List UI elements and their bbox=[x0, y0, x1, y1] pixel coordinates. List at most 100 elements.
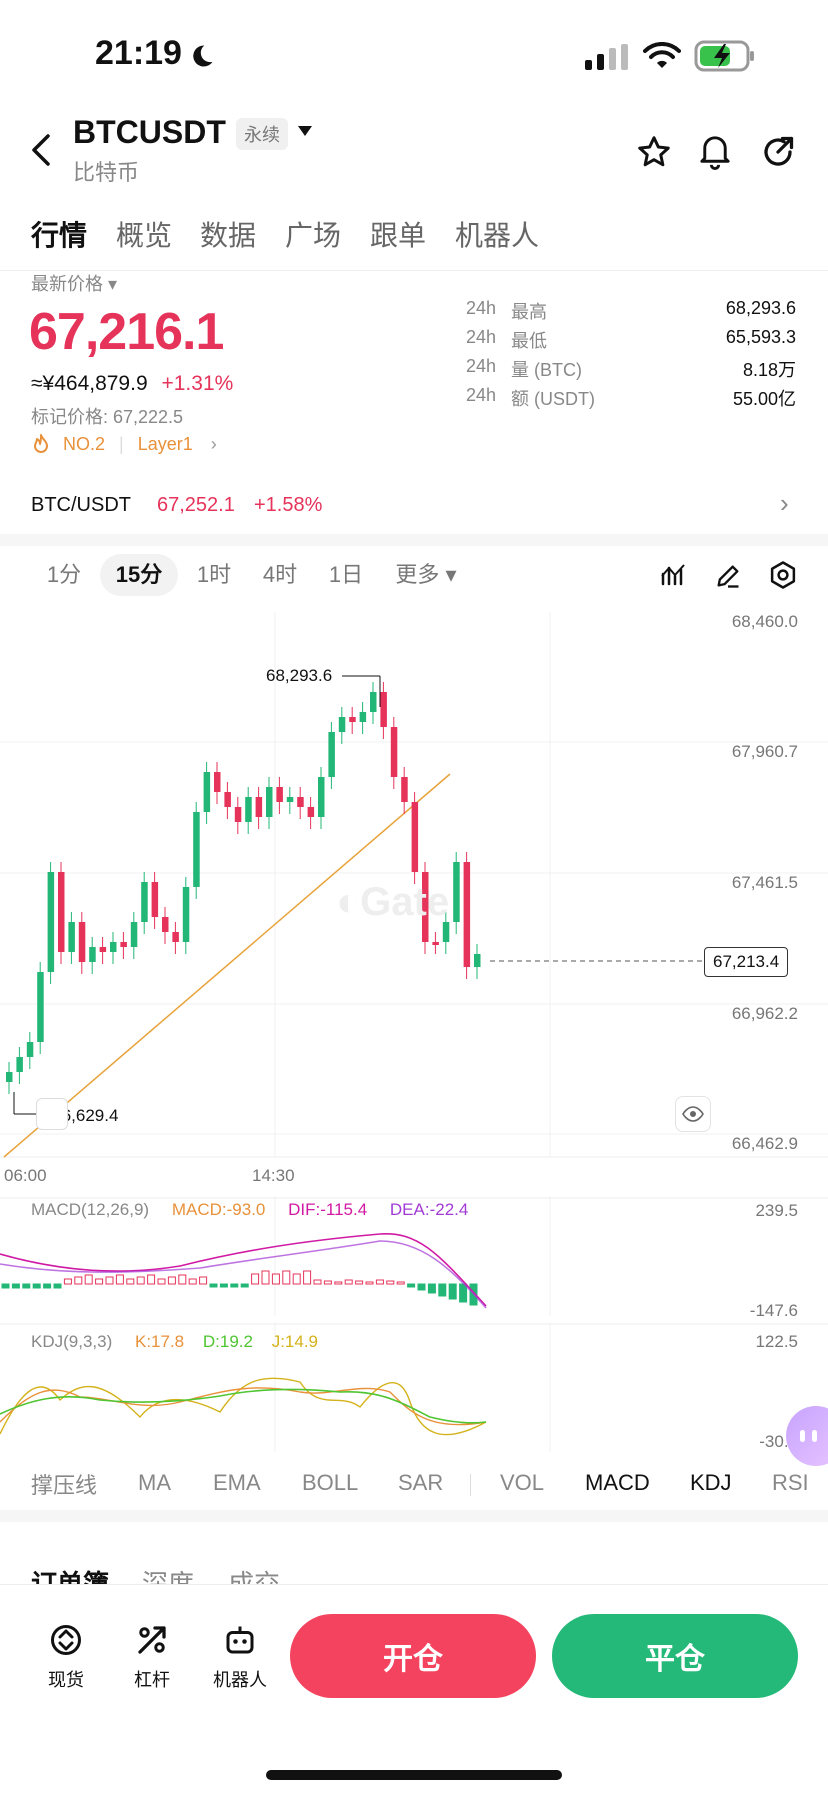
open-position-button[interactable]: 开仓 bbox=[290, 1614, 536, 1698]
cellular-signal-icon bbox=[585, 44, 631, 75]
tab-copy-trade[interactable]: 跟单 bbox=[370, 220, 427, 251]
tab-trades[interactable]: 成交 bbox=[228, 1569, 281, 1584]
indicator-toggle-icon[interactable] bbox=[660, 562, 688, 593]
tab-bot[interactable]: 机器人 bbox=[455, 220, 540, 251]
tab-depth[interactable]: 深度 bbox=[142, 1569, 195, 1584]
rank-tag-row[interactable]: NO.2 | Layer1 › bbox=[31, 433, 217, 455]
indicator-vol[interactable]: VOL bbox=[500, 1470, 545, 1495]
flame-icon bbox=[34, 434, 48, 453]
stat-label: 量 (BTC) bbox=[511, 360, 582, 380]
candle-body bbox=[432, 942, 439, 945]
candle-body bbox=[338, 717, 346, 732]
chart-scroll-handle-icon[interactable] bbox=[36, 1098, 68, 1130]
symbol-title[interactable]: BTCUSDT bbox=[73, 114, 226, 150]
timeframe-15m[interactable]: 15分 bbox=[100, 554, 178, 596]
tab-data[interactable]: 数据 bbox=[200, 220, 257, 251]
share-icon[interactable] bbox=[760, 134, 796, 175]
macd-bar bbox=[105, 1276, 114, 1285]
macd-bar bbox=[251, 1273, 260, 1285]
macd-bar bbox=[43, 1283, 52, 1289]
timeframe-4h[interactable]: 4时 bbox=[262, 562, 298, 587]
spot-row[interactable]: BTC/USDT 67,252.1 +1.58% › bbox=[0, 478, 828, 534]
candle-body bbox=[359, 712, 367, 722]
visibility-eye-icon[interactable] bbox=[675, 1096, 711, 1132]
indicator-boll[interactable]: BOLL bbox=[302, 1470, 359, 1495]
tab-orderbook[interactable]: 订单簿 bbox=[31, 1569, 110, 1584]
macd-value: MACD:-93.0 bbox=[171, 1200, 266, 1219]
cny-price-row: ≈¥464,879.9 +1.31% bbox=[31, 372, 233, 396]
candle-body bbox=[162, 917, 169, 932]
y-tick-4: 66,462.9 bbox=[731, 1134, 798, 1153]
timeframe-1m[interactable]: 1分 bbox=[46, 562, 82, 587]
indicator-sar[interactable]: SAR bbox=[398, 1470, 444, 1495]
indicator-ema[interactable]: EMA bbox=[213, 1470, 261, 1495]
contract-type-badge: 永续 bbox=[236, 118, 288, 150]
macd-bar bbox=[53, 1283, 62, 1289]
candle-body bbox=[193, 812, 200, 887]
candle-body bbox=[47, 872, 55, 972]
candle-body bbox=[307, 807, 315, 817]
timeframe-1d[interactable]: 1日 bbox=[328, 562, 364, 587]
y-tick-3: 66,962.2 bbox=[731, 1004, 798, 1023]
timeframe-1h[interactable]: 1时 bbox=[196, 562, 232, 587]
back-icon[interactable] bbox=[28, 132, 56, 168]
indicator-ma[interactable]: MA bbox=[138, 1470, 171, 1495]
stat-label: 最高 bbox=[511, 302, 547, 322]
spot-chevron-icon: › bbox=[780, 488, 789, 518]
alert-bell-icon[interactable] bbox=[697, 132, 733, 175]
indicator-rsi[interactable]: RSI bbox=[772, 1470, 809, 1495]
macd-bar bbox=[95, 1278, 104, 1285]
battery-charging-icon bbox=[694, 40, 756, 77]
candle-body bbox=[380, 692, 387, 727]
stat-label: 额 (USDT) bbox=[511, 389, 595, 409]
macd-bar bbox=[427, 1283, 436, 1294]
macd-bar bbox=[209, 1283, 218, 1288]
symbol-subtitle: 比特币 bbox=[73, 160, 140, 185]
tab-square[interactable]: 广场 bbox=[285, 220, 342, 251]
macd-legend: MACD(12,26,9) MACD:-93.0 DIF:-115.4 DEA:… bbox=[31, 1200, 468, 1220]
y-tick-0: 68,460.0 bbox=[731, 612, 798, 631]
spot-nav-item[interactable]: 现货 bbox=[34, 1620, 98, 1700]
chart-settings-icon[interactable] bbox=[768, 560, 798, 595]
margin-nav-item[interactable]: 杠杆 bbox=[120, 1620, 184, 1700]
candlestick-chart[interactable] bbox=[0, 612, 828, 1172]
macd-bar bbox=[323, 1280, 332, 1285]
mark-price: 标记价格: 67,222.5 bbox=[31, 407, 184, 427]
macd-bar bbox=[199, 1276, 208, 1285]
tag-chevron-icon: › bbox=[210, 433, 217, 454]
tabs-divider bbox=[0, 270, 828, 271]
candle-body bbox=[130, 922, 138, 947]
indicator-macd[interactable]: MACD bbox=[585, 1470, 650, 1495]
candle-body bbox=[151, 882, 159, 917]
macd-bar bbox=[167, 1276, 176, 1285]
candle-body bbox=[370, 692, 377, 712]
macd-bar bbox=[344, 1279, 353, 1285]
candle-body bbox=[422, 872, 429, 942]
favorite-star-icon[interactable] bbox=[636, 134, 672, 175]
candle-body bbox=[266, 787, 273, 817]
tab-overview[interactable]: 概览 bbox=[116, 220, 173, 251]
symbol-dropdown-icon[interactable] bbox=[296, 124, 314, 143]
candle-body bbox=[453, 862, 460, 922]
candle-body bbox=[297, 797, 304, 807]
indicator-kdj[interactable]: KDJ bbox=[690, 1470, 732, 1495]
stat-value: 55.00亿 bbox=[732, 389, 796, 409]
margin-nav-label: 杠杆 bbox=[134, 1670, 170, 1690]
candle-body bbox=[328, 732, 335, 777]
indicator-support-resistance[interactable]: 撑压线 bbox=[31, 1473, 98, 1498]
macd-bar bbox=[84, 1274, 93, 1285]
home-indicator bbox=[266, 1770, 562, 1780]
close-position-button[interactable]: 平仓 bbox=[552, 1614, 798, 1698]
bot-nav-item[interactable]: 机器人 bbox=[204, 1620, 276, 1700]
cny-price: ≈¥464,879.9 bbox=[31, 372, 148, 395]
stat-prefix: 24h bbox=[466, 327, 497, 347]
timeframe-more[interactable]: 更多 ▾ bbox=[395, 562, 457, 587]
last-price-label[interactable]: 最新价格 ▾ bbox=[31, 274, 118, 294]
bot-nav-label: 机器人 bbox=[213, 1670, 267, 1690]
tab-market[interactable]: 行情 bbox=[31, 220, 88, 251]
candle-body bbox=[6, 1072, 13, 1082]
kdj-k: K:17.8 bbox=[134, 1332, 185, 1351]
assistant-bubble-icon[interactable] bbox=[786, 1406, 828, 1466]
macd-bar bbox=[157, 1278, 166, 1285]
draw-tool-icon[interactable] bbox=[714, 562, 742, 595]
